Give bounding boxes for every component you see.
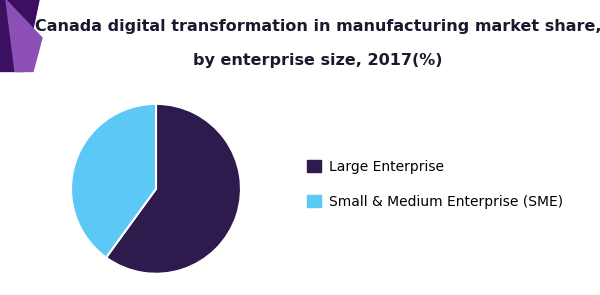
Polygon shape (0, 0, 39, 71)
Text: Canada digital transformation in manufacturing market share,: Canada digital transformation in manufac… (35, 19, 600, 35)
Wedge shape (71, 104, 156, 258)
Wedge shape (106, 104, 241, 274)
Polygon shape (6, 0, 42, 71)
Legend: Large Enterprise, Small & Medium Enterprise (SME): Large Enterprise, Small & Medium Enterpr… (307, 160, 563, 209)
Text: by enterprise size, 2017(%): by enterprise size, 2017(%) (193, 53, 443, 68)
